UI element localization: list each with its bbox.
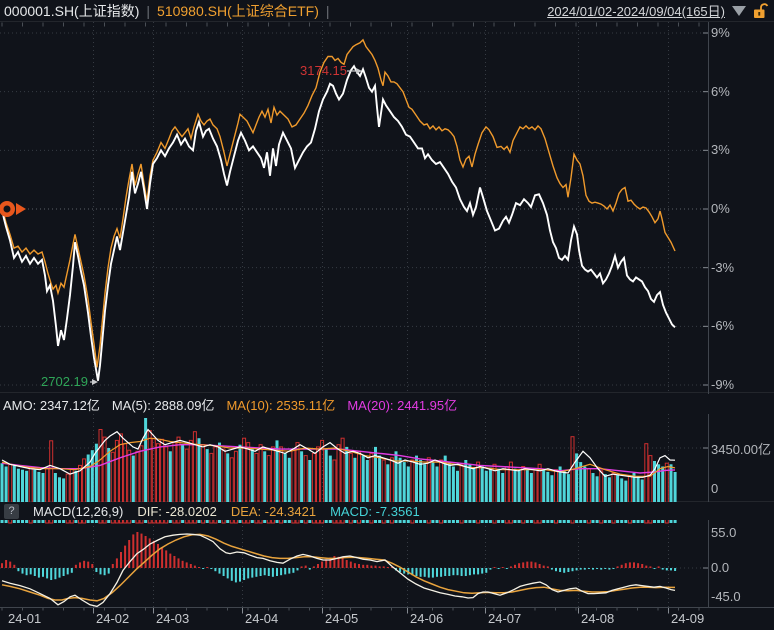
dif-value: DIF: -28.0202 — [137, 503, 217, 519]
y-axis-label-macd: 0.0 — [711, 560, 730, 575]
index-line — [1, 64, 676, 381]
x-axis-label-month: 24-02 — [96, 611, 130, 626]
volume-indicator-row: AMO: 2347.12亿 MA(5): 2888.09亿 MA(10): 25… — [0, 394, 711, 414]
volume-ma20-value: MA(20): 2441.95亿 — [347, 397, 458, 413]
chevron-down-icon[interactable] — [732, 5, 746, 16]
symbol-index-label[interactable]: 000001.SH(上证指数) — [4, 2, 140, 19]
amo-value: AMO: 2347.12亿 — [3, 397, 100, 413]
x-axis-label-month: 24-04 — [245, 611, 279, 626]
y-axis-label-percent: 0% — [711, 201, 730, 216]
help-icon[interactable]: ? — [4, 503, 19, 519]
date-range-selector[interactable]: 2024/01/02-2024/09/04(165日) — [547, 4, 725, 19]
macd-name[interactable]: MACD(12,26,9) — [33, 503, 124, 519]
y-axis-label-percent: -9% — [711, 377, 735, 392]
x-axis-label-month: 24-05 — [325, 611, 359, 626]
annotation-layer — [0, 68, 362, 385]
volume-ma10-value: MA(10): 2535.11亿 — [226, 397, 336, 413]
separator: | — [146, 2, 151, 19]
unlock-icon[interactable] — [753, 2, 769, 20]
etf-line — [1, 38, 676, 368]
y-axis-label-percent: 6% — [711, 83, 730, 99]
y-axis-label-percent: 9% — [711, 25, 730, 40]
y-axis-label-volume: 0 — [711, 481, 719, 496]
y-axis-label-volume: 3450.00亿 — [711, 442, 771, 457]
header-bar: 000001.SH(上证指数) | 510980.SH(上证综合ETF) | 2… — [0, 0, 774, 22]
separator: | — [325, 2, 330, 19]
volume-ma5-value: MA(5): 2888.09亿 — [111, 397, 215, 413]
symbol-etf-label[interactable]: 510980.SH(上证综合ETF) — [157, 2, 319, 19]
x-axis-label-month: 24-09 — [671, 611, 705, 626]
dea-value: DEA: -24.3421 — [230, 503, 317, 519]
x-axis-label-month: 24-07 — [488, 611, 522, 626]
y-axis-label-percent: -3% — [711, 259, 735, 275]
y-axis-label-percent: 3% — [711, 142, 730, 158]
high-price-annotation: 3174.15 — [300, 63, 347, 78]
x-axis-label-month: 24-01 — [8, 611, 42, 626]
y-axis-label-macd: -45.0 — [711, 589, 741, 604]
series-layer — [0, 38, 677, 608]
gridlines — [0, 22, 774, 614]
y-axis-label-percent: -6% — [711, 318, 735, 334]
x-axis-label-month: 24-06 — [410, 611, 444, 626]
macd-indicator-row: ? MACD(12,26,9) DIF: -28.0202 DEA: -24.3… — [0, 502, 712, 520]
symbol-list: 000001.SH(上证指数) | 510980.SH(上证综合ETF) | — [0, 1, 330, 21]
y-axis-label-macd: 55.0 — [711, 525, 737, 540]
macd-value: MACD: -7.3561 — [330, 503, 420, 519]
x-axis-label-month: 24-03 — [156, 611, 190, 626]
header-controls: 2024/01/02-2024/09/04(165日) — [547, 1, 774, 20]
x-axis-label-month: 24-08 — [581, 611, 615, 626]
low-price-annotation: 2702.19 — [41, 374, 88, 389]
